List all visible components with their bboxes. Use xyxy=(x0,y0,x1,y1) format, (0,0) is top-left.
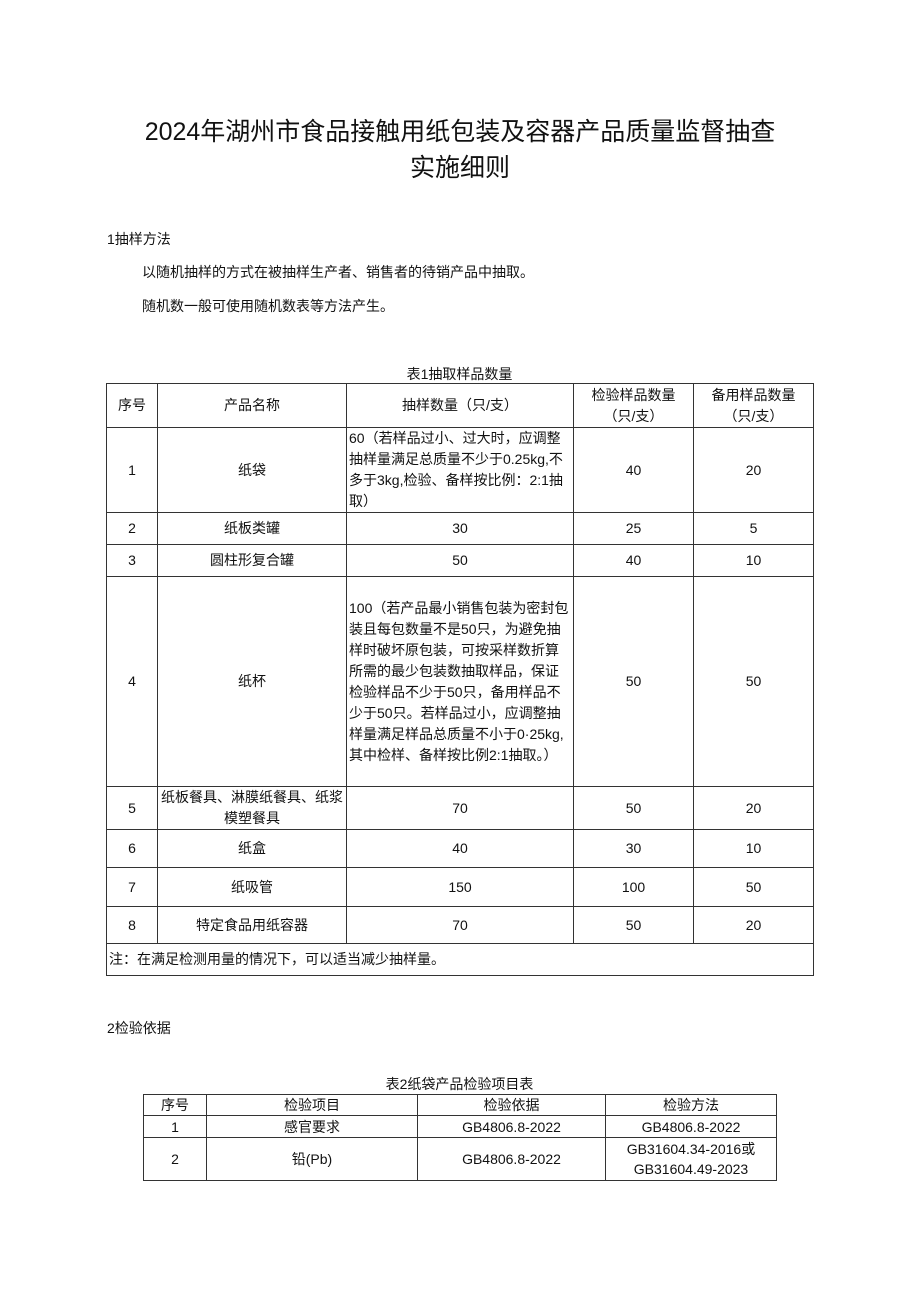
table-cell: 产品名称 xyxy=(157,383,347,428)
table-cell: GB31604.34-2016或GB31604.49-2023 xyxy=(605,1137,777,1181)
table-row: 2 铅(Pb) GB4806.8-2022 GB31604.34-2016或GB316… xyxy=(143,1137,777,1181)
table-cell: 50 xyxy=(573,786,694,830)
page-title: 2024年湖州市食品接触用纸包装及容器产品质量监督抽查 实施细则 xyxy=(144,118,776,182)
table-cell: 抽样数量（只/支） xyxy=(346,383,574,428)
table-cell: 备用样品数量（只/支） xyxy=(693,383,814,428)
table-header-row: 序号 产品名称 抽样数量（只/支） 检验样品数量（只/支） 备用样品数量（只/支） xyxy=(106,383,814,428)
section-heading: 2检验依据 xyxy=(107,1020,171,1036)
table-cell: 20 xyxy=(693,427,814,513)
table-cell: 3 xyxy=(106,544,158,577)
table-cell: 40 xyxy=(573,427,694,513)
table-cell: 序号 xyxy=(143,1094,207,1116)
table-cell: 100（若产品最小销售包装为密封包装且每包数量不是50只，为避免抽样时破坏原包装… xyxy=(346,576,574,787)
table-cell: 纸板类罐 xyxy=(157,512,347,545)
table-cell: 纸吸管 xyxy=(157,867,347,907)
table-cell: GB4806.8-2022 xyxy=(605,1115,777,1138)
table-cell: 8 xyxy=(106,906,158,944)
table-row: 4 纸杯 100（若产品最小销售包装为密封包装且每包数量不是50只，为避免抽样时破坏… xyxy=(106,576,814,787)
sample-quantity-table: 序号 产品名称 抽样数量（只/支） 检验样品数量（只/支） 备用样品数量（只/支） 1 纸袋… xyxy=(106,383,814,976)
table-row: 2 纸板类罐 30 25 5 xyxy=(106,512,814,545)
table-cell: 纸盒 xyxy=(157,829,347,868)
table-cell: 2 xyxy=(106,512,158,545)
table-cell: 20 xyxy=(693,786,814,830)
table-cell: 30 xyxy=(346,512,574,545)
table-cell: 10 xyxy=(693,829,814,868)
table-cell: 50 xyxy=(693,867,814,907)
table-cell: 1 xyxy=(106,427,158,513)
table-cell: 50 xyxy=(573,576,694,787)
table-cell: 150 xyxy=(346,867,574,907)
table-cell: 30 xyxy=(573,829,694,868)
table-note-row: 注：在满足检测用量的情况下，可以适当减少抽样量。 xyxy=(106,943,814,976)
table-row: 8 特定食品用纸容器 70 50 20 xyxy=(106,906,814,944)
table-row: 6 纸盒 40 30 10 xyxy=(106,829,814,868)
table-cell: 50 xyxy=(573,906,694,944)
table-cell: 70 xyxy=(346,786,574,830)
table-row: 5 纸板餐具、淋膜纸餐具、纸浆模塑餐具 70 50 20 xyxy=(106,786,814,830)
table-cell: 纸板餐具、淋膜纸餐具、纸浆模塑餐具 xyxy=(157,786,347,830)
table-caption: 表1抽取样品数量 xyxy=(406,366,513,382)
table-cell: 铅(Pb) xyxy=(206,1137,418,1181)
table-cell: 检验项目 xyxy=(206,1094,418,1116)
table-cell: 40 xyxy=(346,829,574,868)
table-cell: 检验样品数量（只/支） xyxy=(573,383,694,428)
inspection-items-table: 序号 检验项目 检验依据 检验方法 1 感官要求 GB4806.8-2022 GB4806.8… xyxy=(143,1094,777,1181)
table-cell: 注：在满足检测用量的情况下，可以适当减少抽样量。 xyxy=(106,943,814,976)
table-cell: 5 xyxy=(693,512,814,545)
table-cell: 70 xyxy=(346,906,574,944)
table-row: 7 纸吸管 150 100 50 xyxy=(106,867,814,907)
table-cell: 4 xyxy=(106,576,158,787)
section-heading: 1抽样方法 xyxy=(107,231,171,247)
table-cell: 纸袋 xyxy=(157,427,347,513)
table-row: 1 纸袋 60（若样品过小、过大时，应调整抽样量满足总质量不少于0.25kg,不多于… xyxy=(106,427,814,513)
table-cell: GB4806.8-2022 xyxy=(417,1137,606,1181)
table-cell: GB4806.8-2022 xyxy=(417,1115,606,1138)
table-row: 1 感官要求 GB4806.8-2022 GB4806.8-2022 xyxy=(143,1115,777,1138)
table-caption: 表2纸袋产品检验项目表 xyxy=(385,1076,534,1092)
table-cell: 100 xyxy=(573,867,694,907)
table-cell: 纸杯 xyxy=(157,576,347,787)
table-cell: 2 xyxy=(143,1137,207,1181)
table-cell: 25 xyxy=(573,512,694,545)
table-cell: 50 xyxy=(346,544,574,577)
table-cell: 40 xyxy=(573,544,694,577)
table-cell: 20 xyxy=(693,906,814,944)
table-cell: 圆柱形复合罐 xyxy=(157,544,347,577)
table-cell: 60（若样品过小、过大时，应调整抽样量满足总质量不少于0.25kg,不多于3kg… xyxy=(346,427,574,513)
table-cell: 6 xyxy=(106,829,158,868)
table-header-row: 序号 检验项目 检验依据 检验方法 xyxy=(143,1094,777,1116)
table-cell: 序号 xyxy=(106,383,158,428)
paragraph: 随机数一般可使用随机数表等方法产生。 xyxy=(142,298,394,314)
table-cell: 检验依据 xyxy=(417,1094,606,1116)
paragraph: 以随机抽样的方式在被抽样生产者、销售者的待销产品中抽取。 xyxy=(142,264,534,280)
table-cell: 检验方法 xyxy=(605,1094,777,1116)
table-cell: 感官要求 xyxy=(206,1115,418,1138)
table-cell: 5 xyxy=(106,786,158,830)
table-cell: 10 xyxy=(693,544,814,577)
table-cell: 1 xyxy=(143,1115,207,1138)
table-row: 3 圆柱形复合罐 50 40 10 xyxy=(106,544,814,577)
table-cell: 特定食品用纸容器 xyxy=(157,906,347,944)
table-cell: 50 xyxy=(693,576,814,787)
table-cell: 7 xyxy=(106,867,158,907)
